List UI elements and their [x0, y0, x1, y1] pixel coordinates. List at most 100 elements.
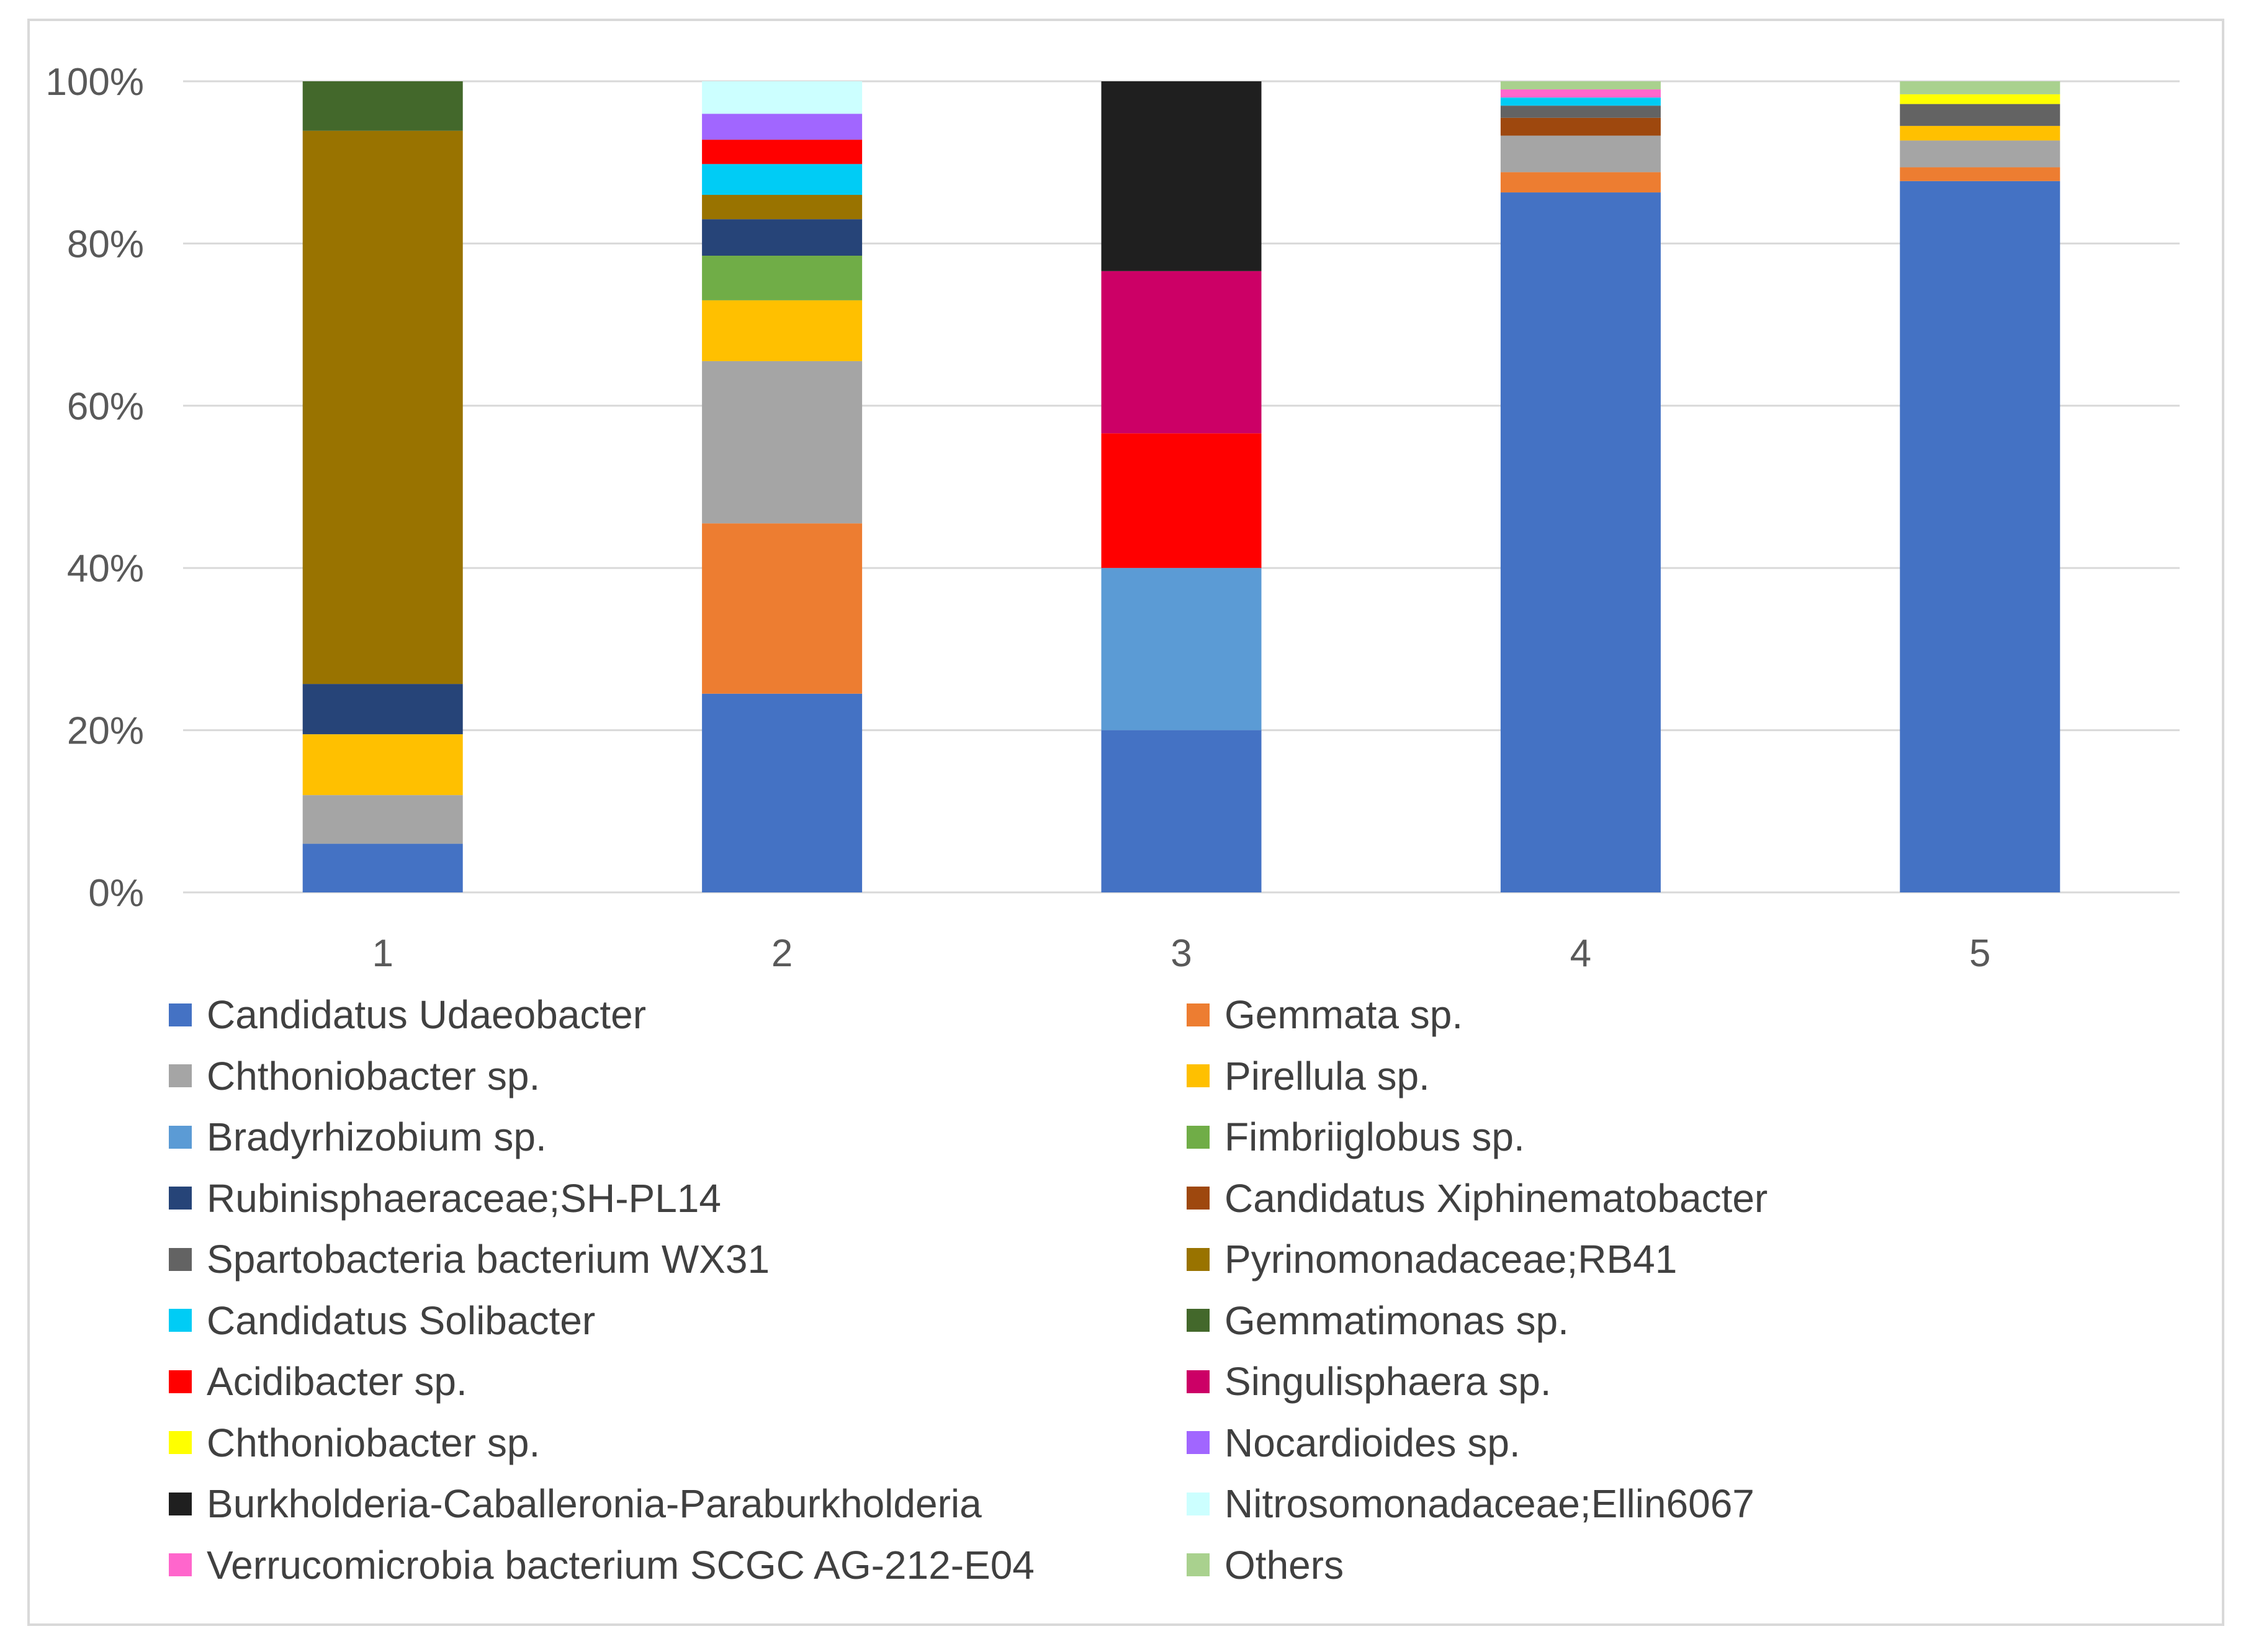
legend-item: Burkholderia-Caballeronia-Paraburkholder…: [169, 1479, 982, 1529]
legend-swatch: [169, 1370, 192, 1393]
x-tick-label: 3: [1170, 932, 1192, 975]
bar-segment: [302, 843, 463, 892]
legend-label: Pyrinomonadaceae;RB41: [1224, 1237, 1678, 1282]
bar-segment: [702, 361, 863, 524]
bar-segment: [1900, 140, 2060, 168]
bar-segment: [702, 219, 863, 256]
bar-segment: [1900, 94, 2060, 104]
legend-swatch: [169, 1187, 192, 1210]
legend-item: Fimbriiglobus sp.: [1187, 1112, 1525, 1162]
bar-segment: [702, 164, 863, 195]
legend-label: Rubinisphaeraceae;SH-PL14: [207, 1175, 721, 1221]
legend-swatch: [169, 1247, 192, 1271]
bar-segment: [302, 734, 463, 796]
y-tick-label: 20%: [67, 710, 144, 753]
bar-segment: [702, 300, 863, 361]
legend-item: Nitrosomonadaceae;Ellin6067: [1187, 1479, 1755, 1529]
bar-segment: [702, 194, 863, 220]
bar-segment: [1900, 104, 2060, 126]
legend-label: Pirellula sp.: [1224, 1053, 1430, 1098]
bar-segment: [1500, 192, 1661, 893]
legend-swatch: [169, 1553, 192, 1576]
bar-segment: [1500, 89, 1661, 98]
x-tick-label: 4: [1570, 932, 1591, 975]
legend-label: Bradyrhizobium sp.: [207, 1115, 547, 1159]
legend-label: Singulisphaera sp.: [1224, 1359, 1552, 1404]
chart-legend: Candidatus Udaeobacter Gemmata sp. Chthoni…: [169, 990, 2031, 1617]
bar-segment: [702, 523, 863, 694]
legend-item: Verrucomicrobia bacterium SCGC AG-212-E0…: [169, 1540, 1035, 1590]
bar-segment: [1101, 568, 1262, 730]
bar-segment: [1900, 125, 2060, 141]
legend-item: Spartobacteria bacterium WX31: [169, 1234, 770, 1284]
bar-segment: [302, 795, 463, 844]
y-tick-label: 80%: [67, 223, 144, 266]
bar-segment: [1500, 117, 1661, 136]
y-tick-label: 0%: [88, 872, 144, 915]
legend-item: Candidatus Xiphinematobacter: [1187, 1174, 1768, 1223]
legend-label: Spartobacteria bacterium WX31: [207, 1237, 770, 1282]
legend-label: Gemmata sp.: [1224, 992, 1463, 1037]
legend-label: Chthoniobacter sp.: [207, 1053, 541, 1098]
legend-item: Rubinisphaeraceae;SH-PL14: [169, 1174, 721, 1223]
legend-label: Candidatus Solibacter: [207, 1298, 596, 1343]
legend-item: Bradyrhizobium sp.: [169, 1112, 547, 1162]
y-tick-label: 100%: [45, 61, 144, 104]
bar-segment: [1101, 730, 1262, 892]
bar-segment: [302, 130, 463, 685]
legend-swatch: [169, 1003, 192, 1026]
legend-swatch: [1187, 1431, 1210, 1454]
x-tick-label: 5: [1969, 932, 1990, 975]
x-tick-label: 2: [771, 932, 793, 975]
legend-item: Singulisphaera sp.: [1187, 1357, 1552, 1406]
legend-item: Nocardioides sp.: [1187, 1418, 1521, 1468]
bar-segment: [702, 693, 863, 892]
bar-segment: [702, 140, 863, 164]
bar-segment: [1900, 181, 2060, 892]
bar-segment: [1900, 81, 2060, 94]
legend-swatch: [1187, 1187, 1210, 1210]
bar-segment: [702, 114, 863, 140]
legend-label: Fimbriiglobus sp.: [1224, 1115, 1525, 1159]
bar-segment: [702, 81, 863, 114]
legend-swatch: [1187, 1492, 1210, 1515]
legend-label: Nitrosomonadaceae;Ellin6067: [1224, 1481, 1755, 1526]
y-tick-label: 60%: [67, 385, 144, 428]
legend-item: Pirellula sp.: [1187, 1051, 1430, 1101]
bar-segment: [702, 256, 863, 300]
legend-label: Nocardioides sp.: [1224, 1420, 1521, 1465]
legend-swatch: [1187, 1003, 1210, 1026]
legend-item: Candidatus Udaeobacter: [169, 990, 646, 1039]
legend-label: Chthoniobacter sp.: [207, 1420, 541, 1465]
legend-label: Candidatus Xiphinematobacter: [1224, 1175, 1768, 1221]
bar-segment: [302, 684, 463, 735]
legend-label: Others: [1224, 1542, 1344, 1587]
legend-swatch: [169, 1492, 192, 1515]
bar-segment: [302, 81, 463, 131]
legend-swatch: [1187, 1370, 1210, 1393]
bar-segment: [1500, 81, 1661, 90]
legend-item: Gemmatimonas sp.: [1187, 1296, 1569, 1345]
legend-swatch: [169, 1064, 192, 1087]
legend-label: Verrucomicrobia bacterium SCGC AG-212-E0…: [207, 1542, 1035, 1587]
bar-segment: [1101, 433, 1262, 568]
legend-swatch: [1187, 1064, 1210, 1087]
bar-segment: [1500, 172, 1661, 193]
legend-label: Burkholderia-Caballeronia-Paraburkholder…: [207, 1481, 982, 1526]
bar-segment: [1101, 81, 1262, 271]
bar-segment: [1500, 105, 1661, 118]
x-tick-label: 1: [372, 932, 393, 975]
y-tick-label: 40%: [67, 547, 144, 590]
legend-label: Gemmatimonas sp.: [1224, 1298, 1569, 1343]
legend-swatch: [169, 1125, 192, 1149]
legend-item: Acidibacter sp.: [169, 1357, 467, 1406]
legend-item: Chthoniobacter sp.: [169, 1418, 540, 1468]
bar-segment: [1500, 135, 1661, 173]
bar-segment: [1101, 271, 1262, 434]
legend-swatch: [1187, 1309, 1210, 1332]
legend-swatch: [1187, 1247, 1210, 1271]
legend-item: Candidatus Solibacter: [169, 1296, 595, 1345]
legend-swatch: [169, 1309, 192, 1332]
legend-item: Pyrinomonadaceae;RB41: [1187, 1234, 1677, 1284]
legend-item: Chthoniobacter sp.: [169, 1051, 540, 1101]
